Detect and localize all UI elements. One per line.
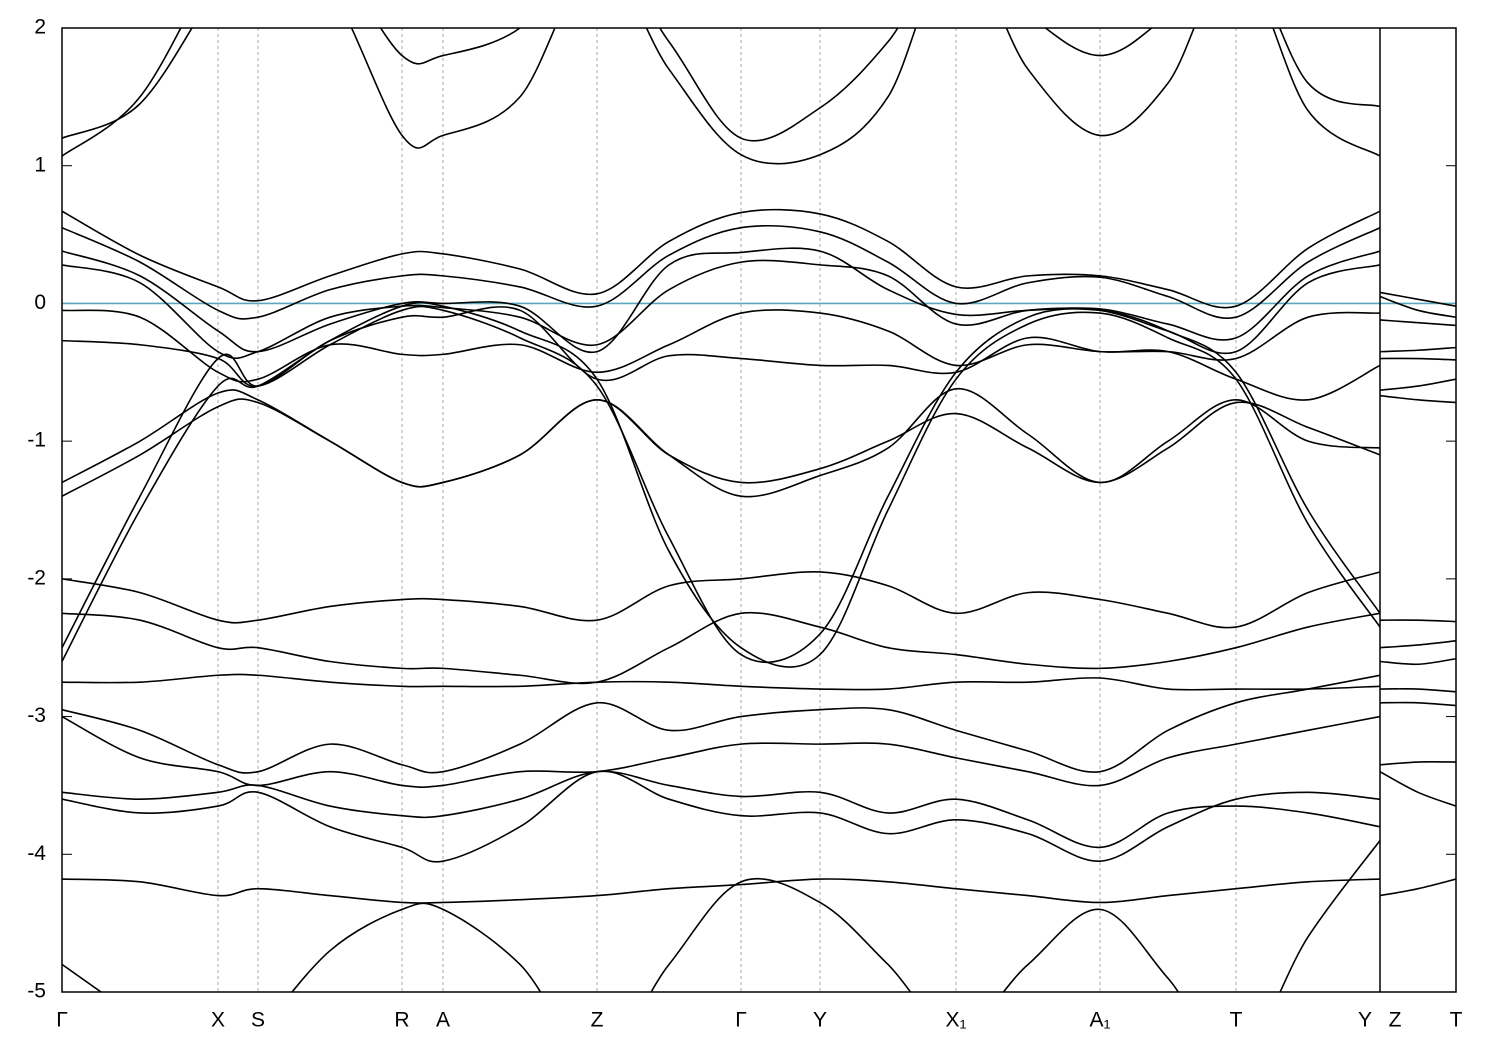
band-line	[1380, 291, 1456, 307]
band-line	[62, 301, 1380, 668]
band-line	[62, 388, 1380, 498]
x-tick-label: A₁	[1089, 1009, 1110, 1032]
band-line	[1380, 761, 1456, 766]
x-tick-label: R	[394, 1009, 409, 1032]
band-line	[1380, 295, 1456, 318]
band-line	[1380, 701, 1456, 707]
band-line	[62, 611, 1380, 685]
band-line	[1380, 878, 1456, 897]
band-line	[1380, 619, 1456, 623]
band-line	[62, 208, 1380, 309]
band-line	[1380, 357, 1456, 361]
band-line	[1380, 640, 1456, 649]
x-tick-label: X₁	[945, 1009, 966, 1032]
band-line	[62, 715, 1380, 788]
x-tick-label: Γ	[735, 1009, 747, 1032]
band-line	[62, 770, 1380, 849]
x-tick-label: Y	[1358, 1009, 1372, 1032]
band-line	[62, 389, 1380, 488]
plot-frame	[61, 27, 1457, 993]
band-line	[62, 770, 1380, 863]
x-tick-label: T	[1450, 1009, 1463, 1032]
band-line	[62, 571, 1380, 629]
band-line	[62, 306, 1380, 401]
band-line	[1380, 346, 1456, 353]
x-tick-label: Γ	[56, 1009, 68, 1032]
band-line	[62, 309, 1380, 383]
band-line	[1380, 378, 1456, 391]
x-tick-label: Z	[1389, 1009, 1402, 1032]
y-tick-label: 1	[34, 153, 46, 176]
band-line	[1380, 394, 1456, 404]
x-tick-label: Y	[813, 1009, 827, 1032]
x-tick-label: S	[251, 1009, 265, 1032]
bands	[1380, 291, 1456, 897]
band-line	[62, 28, 1380, 142]
y-tick-label: -2	[27, 566, 46, 589]
y-tick-label: -1	[27, 429, 46, 452]
band-line	[62, 878, 1380, 904]
band-line	[62, 305, 1380, 664]
band-line	[62, 673, 1380, 691]
x-tick-label: T	[1230, 1009, 1243, 1032]
y-tick-label: 2	[34, 16, 46, 39]
band-line	[62, 840, 1380, 992]
band-line	[1380, 688, 1456, 693]
band-line	[62, 247, 1380, 354]
band-line	[62, 224, 1380, 320]
band-line	[62, 674, 1380, 774]
bands	[62, 28, 1380, 992]
y-tick-label: -4	[27, 842, 46, 865]
x-tick-label: A	[436, 1009, 450, 1032]
y-tick-label: -3	[27, 704, 46, 727]
y-tick-label: -5	[27, 980, 46, 1003]
band-line	[62, 28, 1380, 165]
band-line	[1380, 770, 1456, 807]
y-tick-label: 0	[34, 291, 46, 314]
band-line	[1380, 319, 1456, 327]
x-tick-label: Z	[591, 1009, 604, 1032]
x-tick-label: X	[211, 1009, 225, 1032]
band-line	[1380, 657, 1456, 666]
